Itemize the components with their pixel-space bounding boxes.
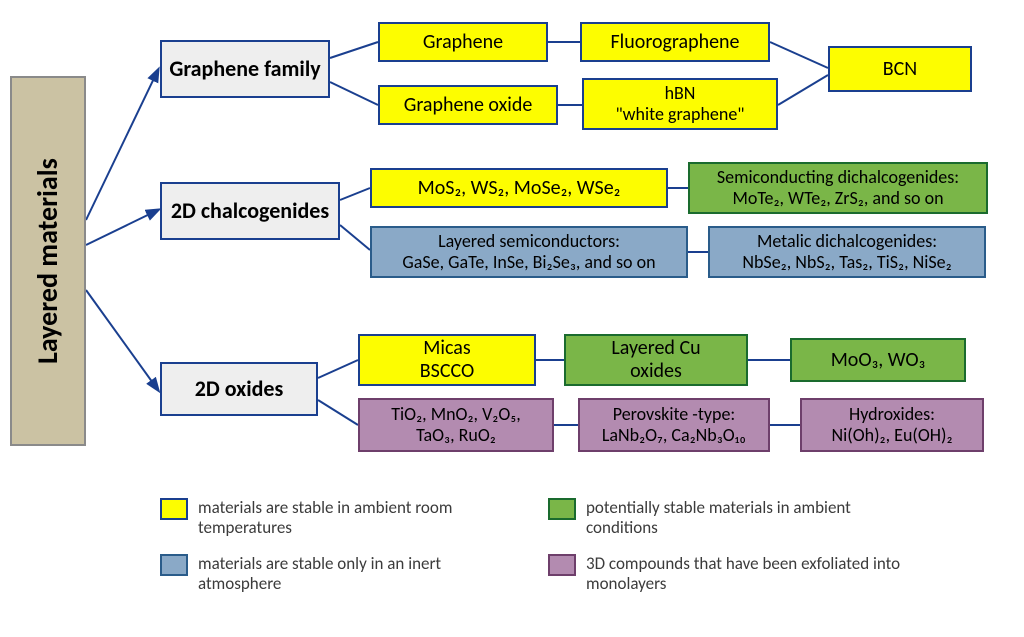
node-layered-semiconductors: Layered semiconductors: GaSe, GaTe, InSe… [370, 226, 688, 278]
node-fluorographene-label: Fluorographene [610, 31, 739, 54]
category-oxides: 2D oxides [160, 362, 318, 416]
node-layered-cu-oxides: Layered Cu oxides [564, 334, 748, 386]
category-oxides-label: 2D oxides [195, 376, 284, 401]
node-hbn-l2: "white graphene" [615, 104, 744, 125]
legend-swatch-green [548, 498, 576, 520]
node-hbn-l1: hBN [665, 83, 696, 104]
node-micas-l2: BSCCO [420, 360, 474, 383]
node-laysemi-l1: Layered semiconductors: [438, 231, 620, 252]
node-hydrox-l1: Hydroxides: [849, 404, 935, 425]
category-chalcogenides: 2D chalcogenides [160, 182, 340, 240]
node-metdichal-l2: NbSe₂, NbS₂, Tas₂, TiS₂, NiSe₂ [742, 252, 951, 273]
legend-green: potentially stable materials in ambient … [548, 498, 906, 537]
node-tio2-l1: TiO₂, MnO₂, V₂O₅, [391, 404, 520, 425]
category-chalcogenides-label: 2D chalcogenides [171, 198, 329, 223]
legend-swatch-blue [160, 554, 188, 576]
legend-blue: materials are stable only in an inert at… [160, 554, 518, 593]
legend-purple-text: 3D compounds that have been exfoliated i… [586, 554, 906, 593]
legend-blue-text: materials are stable only in an inert at… [198, 554, 518, 593]
node-metdichal-l1: Metalic dichalcogenides: [757, 231, 937, 252]
node-laysemi-l2: GaSe, GaTe, InSe, Bi₂Se₃, and so on [402, 252, 655, 273]
node-perovskite: Perovskite -type: LaNb₂O₇, Ca₂Nb₃O₁₀ [578, 398, 770, 452]
node-moo3-wo3: MoO₃, WO₃ [790, 338, 966, 382]
node-chalc-yellow: MoS₂, WS₂, MoSe₂, WSe₂ [370, 168, 668, 208]
root-node: Layered materials [10, 76, 86, 446]
node-perov-l1: Perovskite -type: [613, 404, 735, 425]
node-hydrox-l2: Ni(Oh)₂, Eu(OH)₂ [832, 425, 953, 446]
node-bcn: BCN [828, 46, 972, 92]
node-laycu-l1: Layered Cu [611, 337, 700, 360]
legend-swatch-yellow [160, 498, 188, 520]
legend-green-text: potentially stable materials in ambient … [586, 498, 906, 537]
node-micas-l1: Micas [423, 337, 470, 360]
root-label: Layered materials [32, 158, 64, 364]
node-hydroxides: Hydroxides: Ni(Oh)₂, Eu(OH)₂ [800, 398, 984, 452]
node-graphene-oxide-label: Graphene oxide [404, 94, 533, 117]
legend-yellow: materials are stable in ambient room tem… [160, 498, 518, 537]
node-hbn: hBN "white graphene" [582, 78, 778, 130]
node-fluorographene: Fluorographene [580, 22, 770, 62]
node-micas-bscco: Micas BSCCO [358, 334, 536, 386]
node-chalc-yellow-label: MoS₂, WS₂, MoSe₂, WSe₂ [418, 177, 621, 200]
node-tio2-etc: TiO₂, MnO₂, V₂O₅, TaO₃, RuO₂ [358, 398, 554, 452]
category-graphene-label: Graphene family [169, 56, 320, 81]
legend-yellow-text: materials are stable in ambient room tem… [198, 498, 518, 537]
legend-purple: 3D compounds that have been exfoliated i… [548, 554, 906, 593]
node-graphene: Graphene [378, 22, 548, 62]
node-bcn-label: BCN [883, 58, 917, 81]
node-moo3-label: MoO₃, WO₃ [831, 349, 926, 372]
legend-swatch-purple [548, 554, 576, 576]
node-semidichal-l1: Semiconducting dichalcogenides: [717, 167, 959, 188]
node-graphene-label: Graphene [423, 31, 503, 54]
node-semiconducting-dichalcogenides: Semiconducting dichalcogenides: MoTe₂, W… [688, 162, 988, 214]
node-graphene-oxide: Graphene oxide [378, 85, 558, 125]
node-metallic-dichalcogenides: Metalic dichalcogenides: NbSe₂, NbS₂, Ta… [708, 226, 986, 278]
node-laycu-l2: oxides [630, 360, 682, 383]
category-graphene: Graphene family [160, 40, 330, 98]
node-perov-l2: LaNb₂O₇, Ca₂Nb₃O₁₀ [602, 425, 746, 446]
node-semidichal-l2: MoTe₂, WTe₂, ZrS₂, and so on [732, 188, 943, 209]
node-tio2-l2: TaO₃, RuO₂ [416, 425, 496, 446]
